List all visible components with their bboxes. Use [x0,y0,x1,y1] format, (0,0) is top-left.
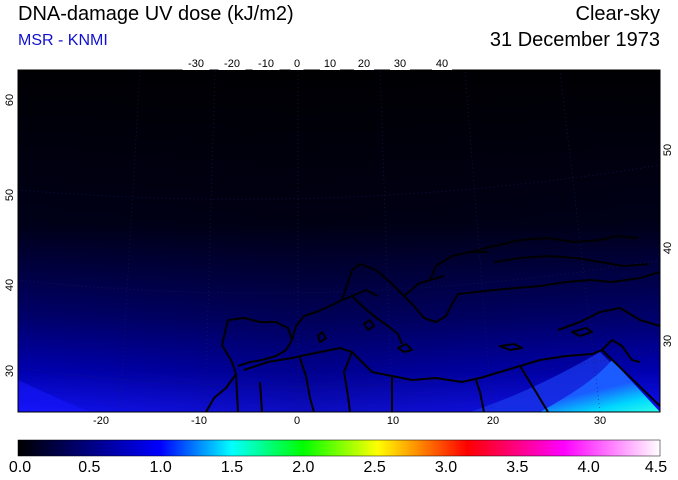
right-latitude-labels: 50 40 30 [661,140,675,351]
top-longitude-label: 30 [394,58,406,70]
top-longitude-label: 10 [324,58,336,70]
colorbar-tick-label: 4.5 [644,459,668,476]
colorbar-tick-label: 4.0 [577,459,600,476]
bottom-longitude-labels: -20 -10 0 10 20 30 [87,413,610,427]
bottom-longitude-label: 10 [387,415,399,427]
top-longitude-labels: -30 -20 -10 0 10 20 30 40 [182,56,452,70]
colorbar [17,439,661,457]
left-latitude-label: 50 [4,189,16,201]
bottom-longitude-label: -20 [93,415,109,427]
map-title: DNA-damage UV dose (kJ/m2) [18,3,294,25]
right-latitude-label: 30 [662,335,674,347]
left-latitude-label: 30 [4,365,16,377]
credit-label: MSR - KNMI [18,32,108,49]
colorbar-tick-label: 3.0 [434,459,458,476]
coastlines [205,235,660,412]
right-latitude-label: 40 [662,242,674,254]
bottom-longitude-label: 0 [294,415,300,427]
right-latitude-label: 50 [662,144,674,156]
bottom-longitude-label: 20 [487,415,499,427]
top-longitude-label: -10 [258,58,274,70]
colorbar-tick-label: 2.0 [292,459,315,476]
top-longitude-label: 20 [358,58,370,70]
top-longitude-label: -30 [188,58,204,70]
left-latitude-labels: 60 50 40 30 [3,90,17,381]
top-longitude-label: 0 [294,58,300,70]
bottom-longitude-label: -10 [191,415,207,427]
left-latitude-label: 60 [4,94,16,106]
colorbar-tick-label: 1.0 [149,459,172,476]
left-latitude-label: 40 [4,279,16,291]
colorbar-tick-label: 2.5 [363,459,386,476]
bottom-longitude-label: 30 [594,415,606,427]
colorbar-tick-label: 0.5 [78,459,101,476]
top-longitude-label: 40 [436,58,448,70]
top-longitude-label: -20 [224,58,240,70]
colorbar-tick-label: 0.0 [8,459,32,476]
colorbar-tick-label: 3.5 [506,459,529,476]
colorbar-tick-label: 1.5 [220,459,244,476]
sky-condition-label: Clear-sky [575,3,660,25]
date-label: 31 December 1973 [489,29,660,51]
uv-field [18,70,660,412]
